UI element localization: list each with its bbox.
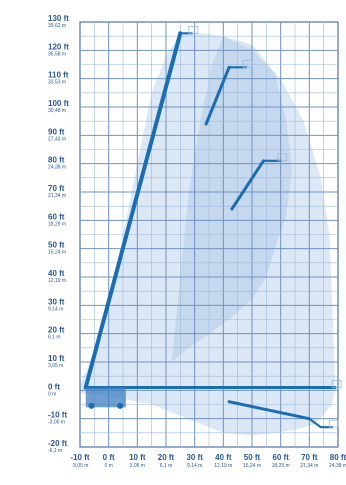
y-tick-label-m: 18,29 m xyxy=(48,221,66,227)
y-tick-label-m: 12,19 m xyxy=(48,278,66,284)
platform-basket xyxy=(188,25,199,34)
boom-position-line xyxy=(83,31,183,390)
y-tick-label-m: 3,05 m xyxy=(48,363,63,369)
y-tick-label-ft: 70 ft xyxy=(48,184,65,193)
platform-basket xyxy=(277,153,288,162)
x-tick-label-m: 21,34 m xyxy=(300,463,318,469)
wheel-front xyxy=(117,402,124,409)
x-tick-label-ft: 0 ft xyxy=(103,453,115,462)
wheel-rear xyxy=(88,402,95,409)
y-tick-label-m: 30,48 m xyxy=(48,108,66,114)
y-tick-label-m: 0 m xyxy=(48,391,56,397)
y-tick-label-ft: 50 ft xyxy=(48,241,65,250)
y-tick-label-ft: 100 ft xyxy=(48,99,69,108)
y-tick-label-m: -6,1 m xyxy=(48,448,62,454)
inner-envelope-layer xyxy=(171,36,293,362)
platform-basket xyxy=(328,419,339,428)
y-tick-label-m: -3,05 m xyxy=(48,420,65,426)
x-tick-label-m: 15,24 m xyxy=(243,463,261,469)
platform-segment xyxy=(308,417,334,429)
y-tick-label-ft: 80 ft xyxy=(48,156,65,165)
y-tick-label-ft: 120 ft xyxy=(48,42,69,51)
boom-position-line xyxy=(230,159,265,211)
x-tick-label-ft: 40 ft xyxy=(215,453,232,462)
inner-working-envelope xyxy=(171,36,293,362)
y-tick-label-ft: 0 ft xyxy=(48,382,60,391)
y-tick-label-m: 36,58 m xyxy=(48,51,66,57)
x-tick-label-m: 18,29 m xyxy=(272,463,290,469)
y-tick-label-m: 39,62 m xyxy=(48,23,66,29)
y-tick-label-ft: 130 ft xyxy=(48,14,69,23)
grid-layer xyxy=(79,21,339,448)
x-tick-label-ft: 30 ft xyxy=(186,453,203,462)
boom-position-line xyxy=(204,65,231,126)
machine-base xyxy=(85,387,126,408)
y-tick-label-ft: -10 ft xyxy=(48,411,67,420)
x-tick-label-m: 24,38 m xyxy=(329,463,346,469)
y-tick-label-m: 27,43 m xyxy=(48,136,66,142)
x-tick-label-m: 6,1 m xyxy=(160,463,173,469)
y-tick-label-m: 24,38 m xyxy=(48,165,66,171)
x-tick-label-ft: 10 ft xyxy=(129,453,146,462)
y-tick-label-m: 33,53 m xyxy=(48,80,66,86)
y-tick-label-ft: -20 ft xyxy=(48,439,67,448)
positions-layer xyxy=(83,25,342,429)
y-tick-label-ft: 20 ft xyxy=(48,326,65,335)
x-tick-label-m: -3,05 m xyxy=(72,463,89,469)
x-tick-label-ft: 70 ft xyxy=(301,453,318,462)
y-tick-label-ft: 40 ft xyxy=(48,269,65,278)
x-tick-label-m: 9,14 m xyxy=(187,463,202,469)
x-tick-label-ft: 20 ft xyxy=(158,453,175,462)
x-tick-label-m: 3,05 m xyxy=(130,463,145,469)
y-tick-label-ft: 90 ft xyxy=(48,127,65,136)
y-tick-label-ft: 10 ft xyxy=(48,354,65,363)
y-tick-label-m: 15,24 m xyxy=(48,250,66,256)
x-tick-label-m: 12,19 m xyxy=(214,463,232,469)
y-tick-label-ft: 110 ft xyxy=(48,71,69,80)
boom-position-line xyxy=(227,400,311,421)
x-tick-label-ft: 80 ft xyxy=(330,453,346,462)
x-axis-labels: -10 ft-3,05 m 0 ft0 m 10 ft3,05 m 20 ft6,1 … xyxy=(70,453,346,469)
y-tick-label-ft: 30 ft xyxy=(48,297,65,306)
y-tick-label-m: 9,14 m xyxy=(48,306,63,312)
x-tick-label-ft: -10 ft xyxy=(70,453,89,462)
y-tick-label-m: 6,1 m xyxy=(48,335,61,341)
x-tick-label-ft: 50 ft xyxy=(244,453,261,462)
y-tick-label-ft: 60 ft xyxy=(48,212,65,221)
y-tick-label-m: 21,34 m xyxy=(48,193,66,199)
platform-basket xyxy=(242,59,253,68)
x-tick-label-m: 0 m xyxy=(104,463,112,469)
x-tick-label-ft: 60 ft xyxy=(272,453,289,462)
platform-basket xyxy=(331,380,342,388)
